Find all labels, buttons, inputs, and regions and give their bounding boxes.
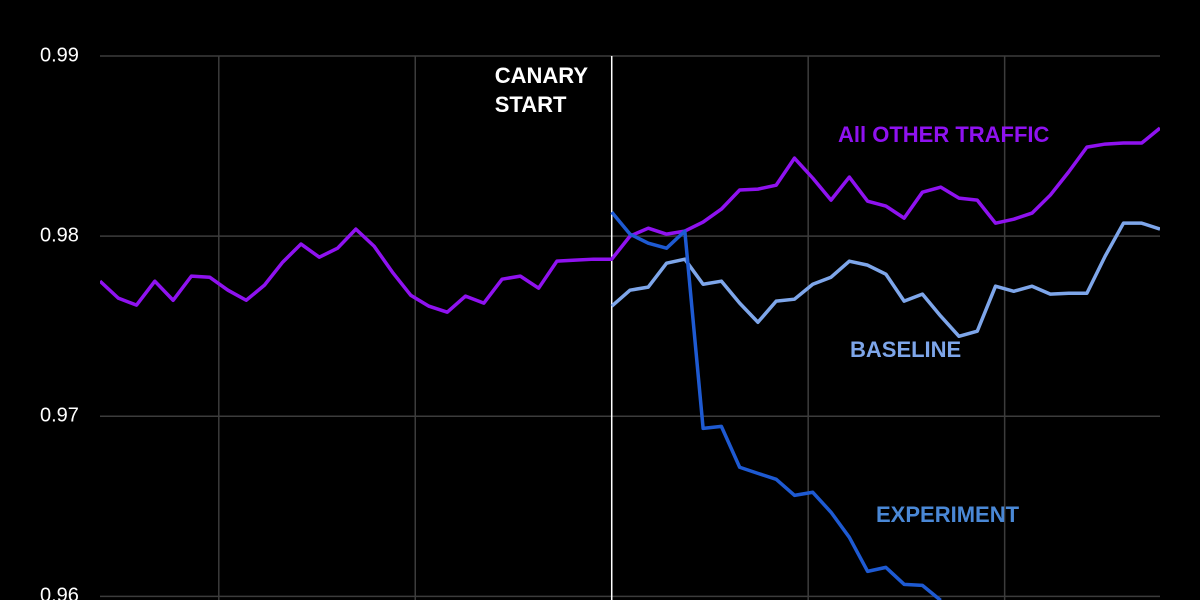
series-label: All OTHER TRAFFIC bbox=[838, 122, 1050, 147]
series-label: BASELINE bbox=[850, 337, 961, 362]
y-tick-label: 0.99 bbox=[40, 44, 79, 66]
series-label: EXPERIMENT bbox=[876, 502, 1020, 527]
event-label: CANARY START bbox=[495, 63, 589, 117]
y-tick-label: 0.98 bbox=[40, 224, 79, 246]
series-line bbox=[610, 211, 942, 600]
y-tick-label: 0.96 bbox=[40, 585, 79, 600]
y-tick-label: 0.97 bbox=[40, 405, 79, 427]
series-line bbox=[100, 126, 1160, 314]
series-line bbox=[610, 221, 1160, 339]
